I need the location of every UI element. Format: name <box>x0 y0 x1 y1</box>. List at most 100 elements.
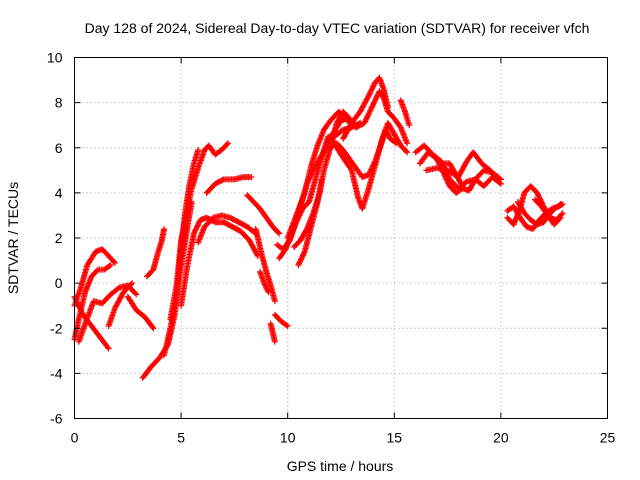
series-marker <box>264 287 271 294</box>
series-marker <box>338 127 345 134</box>
series-marker <box>104 344 111 351</box>
series-marker <box>362 117 369 124</box>
series-marker <box>300 251 307 258</box>
series-marker <box>149 323 156 330</box>
data-point <box>105 345 112 352</box>
data-point <box>107 262 114 269</box>
series-marker <box>365 94 372 101</box>
series-marker <box>373 93 380 100</box>
series-marker <box>434 157 441 164</box>
series-marker <box>106 262 113 269</box>
series-marker <box>194 222 201 229</box>
series-marker <box>298 255 305 262</box>
series-arc-6 <box>124 293 157 332</box>
series-marker <box>536 195 543 202</box>
series-arc-18 <box>271 311 291 329</box>
series-marker <box>371 99 378 106</box>
series-marker <box>368 86 375 93</box>
data-point <box>276 230 283 237</box>
series-marker <box>363 115 370 122</box>
series-marker <box>219 176 226 183</box>
series-marker <box>366 91 373 98</box>
data-point <box>190 230 197 237</box>
data-point <box>318 176 325 183</box>
series-marker <box>78 307 85 314</box>
series-marker <box>299 252 306 259</box>
series-arc-17 <box>267 320 278 345</box>
data-point <box>459 183 466 190</box>
data-point <box>534 189 541 196</box>
series-marker <box>442 174 449 181</box>
series-marker <box>558 211 565 218</box>
series-marker <box>367 107 374 114</box>
data-point <box>433 156 440 163</box>
y-axis-label: SDTVAR / TECUs <box>5 182 21 294</box>
series-arc-16 <box>256 268 272 296</box>
data-point <box>112 259 119 266</box>
series-marker <box>78 308 85 315</box>
series-marker <box>373 95 380 102</box>
x-axis-label: GPS time / hours <box>287 458 394 474</box>
series-marker <box>297 258 304 265</box>
data-point <box>150 325 157 332</box>
series-arc-14 <box>244 192 283 237</box>
series-marker <box>366 90 373 97</box>
series-arc-33 <box>504 183 566 228</box>
series-marker <box>132 290 139 297</box>
data-point <box>495 178 502 185</box>
series-marker <box>115 285 122 292</box>
data-point <box>369 101 376 108</box>
series-marker <box>367 88 374 95</box>
x-tick-label: 10 <box>280 430 296 446</box>
data-point <box>404 140 411 147</box>
series-marker <box>127 281 134 288</box>
series-marker <box>110 258 117 265</box>
series-marker <box>77 306 84 313</box>
data-point <box>406 122 413 129</box>
series-marker <box>93 267 100 274</box>
y-tick-label: -6 <box>50 411 63 427</box>
series-marker <box>72 295 79 302</box>
data-point <box>225 140 232 147</box>
series-marker <box>193 225 200 232</box>
series-marker <box>366 108 373 115</box>
series-marker <box>301 249 308 256</box>
data-point <box>384 104 391 111</box>
x-tick-label: 25 <box>600 430 616 446</box>
series-marker <box>444 177 451 184</box>
data-point <box>365 92 372 99</box>
series-marker <box>296 259 303 266</box>
data-point <box>557 201 564 208</box>
chart-title: Day 128 of 2024, Sidereal Day-to-day VTE… <box>85 20 590 36</box>
series-marker <box>443 176 450 183</box>
series-marker <box>194 223 201 230</box>
data-point <box>404 149 411 156</box>
series-marker <box>370 82 377 89</box>
series-marker <box>296 260 302 267</box>
series-marker <box>72 296 79 303</box>
series-arc-7 <box>143 225 168 280</box>
data-point <box>161 225 168 232</box>
series-marker <box>196 219 203 226</box>
series-marker <box>369 84 376 91</box>
series-marker <box>462 179 469 186</box>
series-marker <box>191 229 198 236</box>
series-marker <box>442 173 449 180</box>
series-marker <box>536 193 543 200</box>
x-tick-label: 0 <box>71 430 79 446</box>
series-marker <box>494 177 501 184</box>
y-tick-label: 8 <box>55 95 63 111</box>
series-marker <box>192 227 199 234</box>
series-arc-4 <box>75 282 140 345</box>
series-marker <box>347 165 354 172</box>
x-tick-label: 15 <box>387 430 403 446</box>
series-marker <box>192 226 199 233</box>
series-marker <box>444 179 451 186</box>
data-point <box>265 289 272 296</box>
series-marker <box>537 196 544 203</box>
series-arc-12 <box>195 212 259 246</box>
data-point <box>295 262 302 269</box>
series-layer <box>71 74 566 381</box>
series-marker <box>370 100 377 107</box>
